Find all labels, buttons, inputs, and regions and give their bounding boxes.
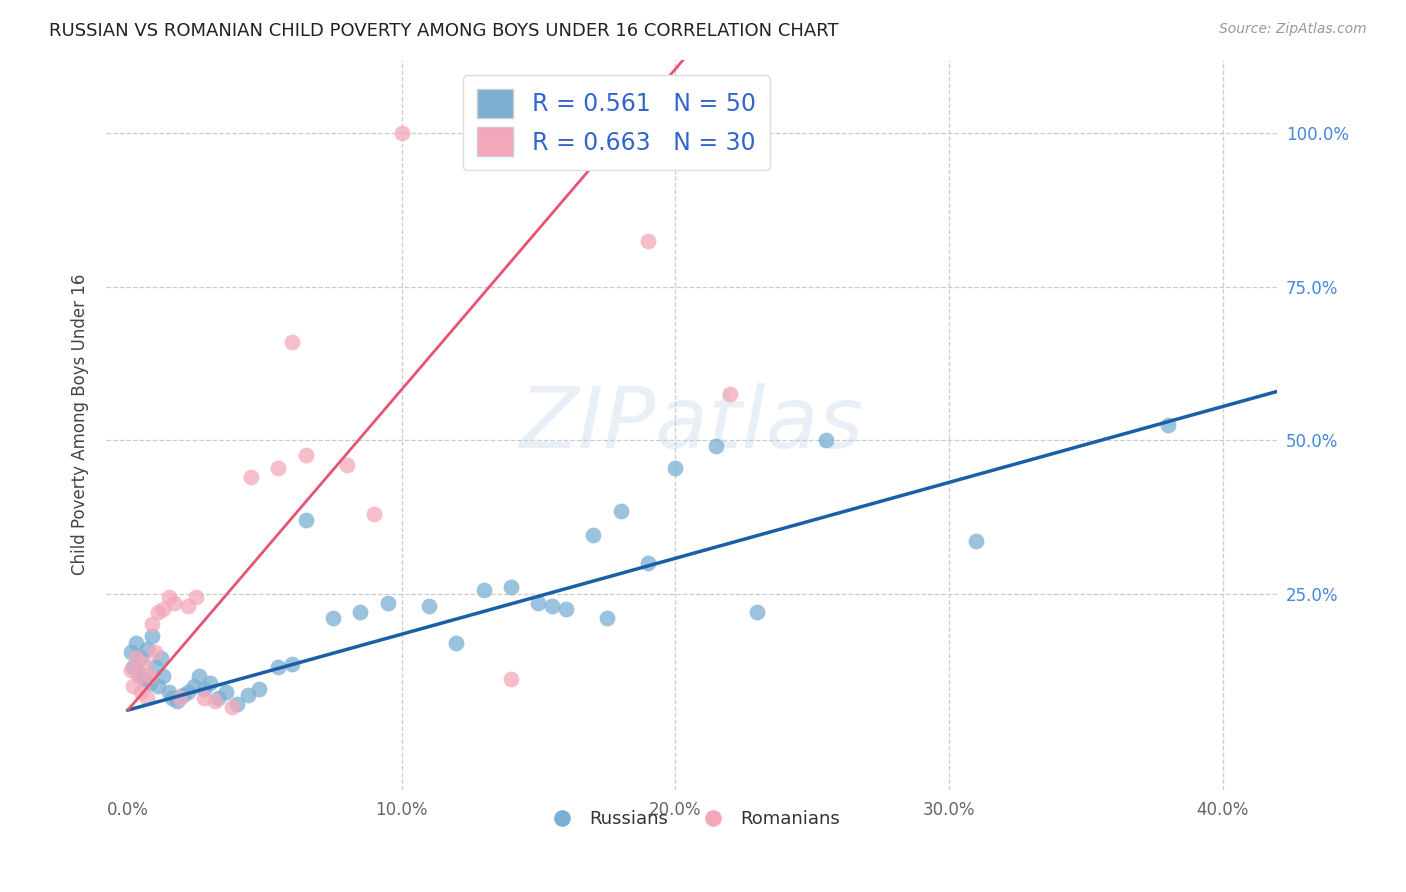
Point — [125, 651, 148, 665]
Point — [582, 528, 605, 542]
Point — [446, 635, 468, 649]
Legend: Russians, Romanians: Russians, Romanians — [537, 803, 846, 836]
Point — [177, 684, 200, 698]
Point — [122, 679, 145, 693]
Point — [152, 669, 174, 683]
Point — [247, 681, 270, 696]
Point — [541, 599, 564, 613]
Point — [221, 700, 243, 714]
Point — [322, 611, 344, 625]
Point — [965, 534, 987, 549]
Point — [172, 688, 194, 702]
Point — [138, 669, 160, 683]
Point — [128, 666, 150, 681]
Point — [186, 590, 208, 604]
Point — [238, 688, 260, 702]
Point — [134, 657, 156, 672]
Point — [527, 596, 550, 610]
Y-axis label: Child Poverty Among Boys Under 16: Child Poverty Among Boys Under 16 — [72, 274, 89, 575]
Point — [281, 334, 304, 349]
Point — [240, 470, 263, 484]
Point — [336, 458, 359, 472]
Point — [131, 651, 153, 665]
Point — [704, 439, 727, 453]
Point — [637, 556, 659, 570]
Point — [718, 387, 741, 401]
Point — [363, 507, 385, 521]
Point — [1157, 417, 1180, 432]
Point — [166, 694, 188, 708]
Point — [664, 460, 686, 475]
Point — [267, 460, 290, 475]
Point — [143, 645, 166, 659]
Point — [499, 673, 522, 687]
Point — [294, 513, 316, 527]
Point — [157, 684, 180, 698]
Text: RUSSIAN VS ROMANIAN CHILD POVERTY AMONG BOYS UNDER 16 CORRELATION CHART: RUSSIAN VS ROMANIAN CHILD POVERTY AMONG … — [49, 22, 839, 40]
Point — [281, 657, 304, 672]
Point — [747, 605, 769, 619]
Point — [637, 234, 659, 248]
Point — [134, 673, 156, 687]
Text: Source: ZipAtlas.com: Source: ZipAtlas.com — [1219, 22, 1367, 37]
Point — [146, 679, 169, 693]
Point — [183, 679, 205, 693]
Point — [152, 602, 174, 616]
Point — [215, 684, 238, 698]
Point — [814, 433, 837, 447]
Point — [294, 449, 316, 463]
Point — [204, 694, 226, 708]
Point — [193, 690, 215, 705]
Point — [131, 684, 153, 698]
Point — [418, 599, 440, 613]
Point — [146, 605, 169, 619]
Point — [226, 697, 249, 711]
Point — [149, 651, 172, 665]
Point — [349, 605, 371, 619]
Point — [128, 669, 150, 683]
Point — [554, 602, 576, 616]
Point — [122, 660, 145, 674]
Point — [267, 660, 290, 674]
Point — [141, 617, 163, 632]
Point — [609, 504, 631, 518]
Point — [198, 675, 221, 690]
Point — [143, 660, 166, 674]
Point — [472, 583, 495, 598]
Point — [596, 611, 619, 625]
Point — [391, 126, 413, 140]
Point — [120, 645, 142, 659]
Point — [120, 663, 142, 677]
Point — [207, 690, 229, 705]
Point — [169, 690, 191, 705]
Point — [125, 635, 148, 649]
Point — [193, 681, 215, 696]
Point — [136, 690, 159, 705]
Point — [499, 581, 522, 595]
Point — [377, 596, 399, 610]
Point — [136, 641, 159, 656]
Text: ZIPatlas: ZIPatlas — [520, 384, 863, 467]
Point — [188, 669, 211, 683]
Point — [138, 675, 160, 690]
Point — [160, 690, 183, 705]
Point — [177, 599, 200, 613]
Point — [157, 590, 180, 604]
Point — [141, 630, 163, 644]
Point — [163, 596, 186, 610]
